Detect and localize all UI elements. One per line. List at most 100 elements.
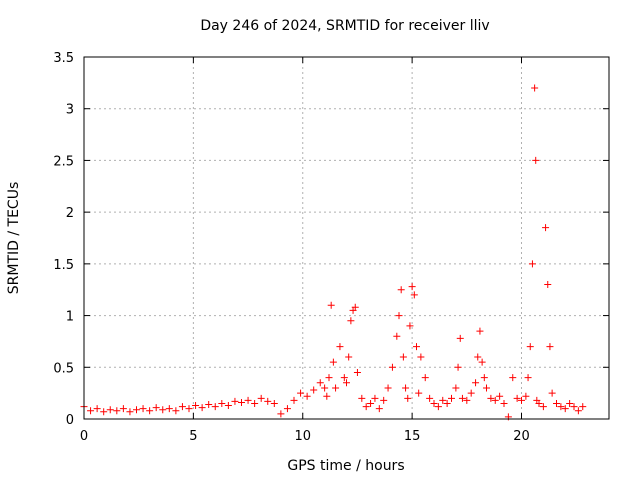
data-point [224,402,232,410]
data-point [172,407,180,415]
data-point [336,343,344,351]
data-point [542,224,550,232]
data-point [185,405,193,413]
data-point [126,408,134,416]
data-point [524,374,532,382]
chart-title: Day 246 of 2024, SRMTID for receiver lli… [200,18,489,34]
data-point [380,396,388,404]
data-point [421,374,429,382]
data-point [531,84,539,92]
x-axis-label: GPS time / hours [287,458,404,474]
data-point [388,363,396,371]
data-point [152,404,160,412]
y-tick-label: 0.5 [53,361,74,376]
data-point [87,407,95,415]
y-tick-label: 1 [66,310,74,325]
data-point [340,374,348,382]
data-point [325,374,333,382]
data-point [434,403,442,411]
data-point [579,403,587,411]
data-point [417,353,425,361]
data-point [297,389,305,397]
data-point [553,399,560,407]
data-point [463,396,471,404]
data-point [570,403,578,411]
data-point [347,317,355,325]
data-point [528,260,536,268]
data-point [159,406,167,414]
data-point [467,389,475,397]
data-point [395,312,403,320]
data-point [218,399,226,407]
data-point [178,403,186,411]
data-point [476,327,484,335]
data-point [375,405,383,413]
data-point [100,408,108,416]
y-tick-label: 3.5 [53,51,74,66]
data-point [404,394,412,402]
data-point [410,291,418,299]
data-point [574,407,582,415]
data-point [557,403,565,411]
data-point [500,399,508,407]
x-tick-label: 15 [404,429,421,444]
data-point [509,374,517,382]
data-point [358,394,366,402]
data-point [310,386,318,394]
data-point [472,379,480,387]
data-point [343,379,350,387]
data-point [303,392,311,400]
data-point [192,402,200,410]
data-point [393,332,401,340]
data-point [439,396,447,404]
data-point [384,384,392,392]
y-axis-ticks: 0 0.5 1 1.5 2 2.5 3 3.5 [53,51,609,428]
data-point [522,392,530,400]
data-point [316,379,324,387]
data-point [351,303,359,311]
data-point [146,407,154,415]
data-point [321,384,329,392]
grid-lines [84,57,609,419]
data-point [277,410,285,418]
y-tick-label: 3 [66,103,74,118]
y-tick-label: 2.5 [53,154,74,169]
data-point [231,397,239,405]
data-point [290,396,298,404]
data-point [483,384,490,392]
data-point [397,286,405,294]
data-point [133,406,140,414]
data-point [544,281,552,289]
data-point [474,353,482,361]
data-point [480,374,488,382]
data-point [238,398,245,406]
data-point [264,397,272,405]
x-tick-label: 10 [294,429,311,444]
data-point [332,384,340,392]
data-point [251,399,259,407]
data-point [205,401,213,409]
data-point [496,392,504,400]
data-point [244,396,252,404]
data-point [113,407,121,415]
data-point [546,343,554,351]
x-tick-label: 0 [80,429,88,444]
data-point [456,334,464,342]
data-point [452,384,460,392]
x-tick-label: 20 [513,429,530,444]
data-point [93,405,101,413]
data-point [211,403,219,411]
data-point [535,399,543,407]
data-point [478,358,486,366]
data-point [353,368,361,376]
data-point [487,394,495,402]
data-point [402,384,410,392]
data-point [426,394,434,402]
data-point [518,396,525,404]
data-point [165,405,173,413]
data-points [80,84,587,421]
data-point [532,156,540,164]
x-axis-ticks: 0 5 10 15 20 [80,57,530,444]
data-point [323,392,331,400]
